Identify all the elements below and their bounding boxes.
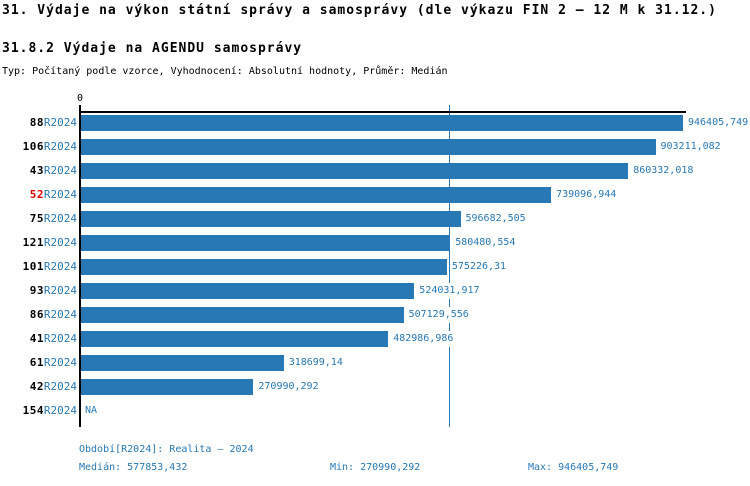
x-axis-top-rule	[79, 111, 686, 113]
row-period-label: R2024	[43, 308, 77, 321]
row-period-label: R2024	[43, 380, 77, 393]
bar	[81, 379, 254, 395]
bar	[81, 115, 683, 131]
bar-value-label: NA	[85, 405, 98, 416]
row-category-label: 101	[22, 260, 44, 273]
bar	[81, 235, 451, 251]
row-period-label: R2024	[43, 332, 77, 345]
row-category-label: 52	[29, 188, 44, 201]
bar	[81, 307, 404, 323]
bar-value-label: 739096,944	[555, 187, 618, 203]
bar-value-label: 575226,31	[450, 259, 508, 275]
row-period-label: R2024	[43, 188, 77, 201]
footer-median: Medián: 577853,432	[79, 462, 188, 473]
row-period-label: R2024	[43, 140, 77, 153]
meta-line: Typ: Počítaný podle vzorce, Vyhodnocení:…	[2, 66, 448, 77]
row-category-label: 106	[22, 140, 44, 153]
bar-value-label: 903211,082	[659, 139, 722, 155]
bar	[81, 187, 552, 203]
bar	[81, 283, 415, 299]
page-title: 31. Výdaje na výkon státní správy a samo…	[2, 3, 717, 18]
footer-min: Min: 270990,292	[330, 462, 421, 473]
row-category-label: 93	[29, 284, 44, 297]
row-period-label: R2024	[43, 284, 77, 297]
row-category-label: 43	[29, 164, 44, 177]
bar-value-label: 318699,14	[287, 355, 344, 371]
row-category-label: 41	[29, 332, 44, 345]
bar	[81, 259, 447, 275]
row-period-label: R2024	[43, 236, 77, 249]
bar-value-label: 507129,556	[407, 307, 470, 323]
row-category-label: 88	[29, 116, 44, 129]
row-period-label: R2024	[43, 212, 77, 225]
bar-value-label: 580480,554	[454, 235, 517, 251]
bar	[81, 163, 629, 179]
bar-value-label: 482986,986	[392, 331, 455, 347]
footer-max: Max: 946405,749	[528, 462, 619, 473]
axis-zero-label: 0	[76, 93, 84, 104]
row-period-label: R2024	[43, 404, 77, 417]
row-period-label: R2024	[43, 116, 77, 129]
bar-value-label: 946405,749	[687, 115, 750, 131]
row-category-label: 86	[29, 308, 44, 321]
bar	[81, 331, 389, 347]
row-period-label: R2024	[43, 356, 77, 369]
y-axis-line	[78, 105, 81, 427]
row-period-label: R2024	[43, 260, 77, 273]
median-line	[448, 105, 451, 427]
bar-value-label: 596682,505	[464, 211, 527, 227]
row-category-label: 121	[22, 236, 44, 249]
row-period-label: R2024	[43, 164, 77, 177]
bar	[81, 355, 284, 371]
bar-value-label: 524031,917	[418, 283, 481, 299]
bar-value-label: 860332,018	[632, 163, 695, 179]
row-category-label: 42	[29, 380, 44, 393]
section-subtitle: 31.8.2 Výdaje na AGENDU samosprávy	[2, 41, 303, 56]
footer-period: Období[R2024]: Realita – 2024	[79, 444, 254, 455]
bar	[81, 211, 461, 227]
bar-value-label: 270990,292	[257, 379, 320, 395]
row-category-label: 61	[29, 356, 44, 369]
row-category-label: 75	[29, 212, 44, 225]
row-category-label: 154	[22, 404, 44, 417]
bar	[81, 139, 656, 155]
